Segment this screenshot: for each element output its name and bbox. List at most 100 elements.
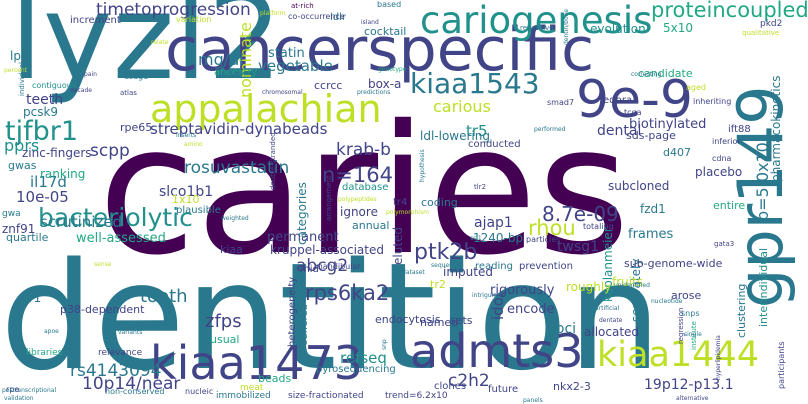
word-proteincoupled: proteincoupled [651,0,808,22]
word-island: island [361,19,379,26]
word-intriguing: intriguing [472,292,501,299]
word-ancestry: ancestry [214,67,258,78]
word-variation: variation [176,15,212,24]
word-ptk2b: ptk2b [414,240,478,265]
word-usage: usage [124,72,149,81]
word-genotype: genotype [378,66,407,73]
word-hyperlipidemia: hyperlipidemia [715,335,722,380]
word-aged: aged [686,83,706,92]
word-unidentified: unidentified [614,282,650,289]
word-based: based [377,0,402,9]
word-conducted: conducted [468,139,521,150]
word-1240-bp: 1240-bp [473,231,524,245]
word-fzd1: fzd1 [640,202,666,216]
word-admts3: admts3 [410,324,584,378]
word-rhou: rhou [528,216,576,240]
word-ift88: ift88 [728,124,751,135]
word-tcga: tcga [624,108,642,117]
word-atlas: atlas [120,89,137,97]
word-gwas: gwas [8,159,37,172]
word-inserts: inserts [176,132,197,139]
word-sets: sets [450,314,473,327]
word-ednra: ednra [603,95,633,106]
word-postranscriptional: postranscriptional [2,387,57,394]
word-tjfbr1: tjfbr1 [5,116,79,147]
word-relevance: relevance [98,348,143,358]
word-coding: coding [421,196,458,209]
word-heterogeneity: heterogeneity [287,276,298,347]
word-frames: frames [628,227,674,242]
word-sequence: sequence [431,262,460,269]
word-chromosomal: chromosomal [262,89,303,96]
word-scrutinized: scrutinized [40,213,123,231]
word-candidate: candidate [638,67,693,80]
word-eluted: eluted [391,226,405,265]
word-prevention: prevention [519,261,573,272]
word-rps6ka2: rps6ka2 [305,281,390,305]
word-10p14-near: 10p14/near [82,374,181,394]
word-allocated: allocated [584,325,640,339]
word-suffered: suffered [299,304,310,345]
word-9e-9: 9e-9 [576,70,693,130]
word-lyzl2: lyzl2 [10,0,283,106]
word-imputed: imputed [443,265,493,279]
word-arrangement: arrangement [325,175,333,221]
word-slco1b1: slco1b1 [159,184,214,200]
word-10e-05: 10e-05 [16,188,69,206]
word-appalachian: appalachian [150,87,382,131]
word-evolution: evolution [590,22,646,36]
word-artificial: artificial [595,305,620,312]
word-streptavidin-dynabeads: streptavidin-dynabeads [150,120,328,138]
word-rpe65: rpe65 [120,121,153,134]
word-decade: decade [70,87,92,94]
word-quartile: quartile [6,231,49,244]
word-clustering: clustering [735,283,748,338]
word-immobilized: immobilized [216,391,271,401]
word-polymorphism: polymorphism [386,209,429,216]
word-biotinylated: biotinylated [629,117,707,132]
word-tr2: tr2 [430,278,446,291]
word-ranking: ranking [40,167,86,181]
word-endocytosis: endocytosis [375,313,441,326]
word-p38-dependent: p38-dependent [60,303,145,316]
word-c2h2: c2h2 [448,371,490,391]
word-well-assessed: well-assessed [76,231,166,246]
word-caries: caries [98,87,630,294]
word-double-stranded: double-stranded [269,132,277,190]
word-performed: performed [534,126,566,133]
word-nkx2-3: nkx2-3 [553,380,591,393]
word-validation: validation [4,395,34,402]
word-ajap1: ajap1 [474,215,513,231]
word-rs4143094: rs4143094 [70,361,162,381]
word-abcg2: abcg2 [296,256,349,276]
word-platform: platform [260,10,286,17]
word-pharmacokinetics: pharmacokinetics [769,75,783,182]
word-entire: entire [713,199,746,212]
word-nucleic: nucleic [185,387,214,396]
word-kruppel-associated: kruppel-associated [270,243,384,257]
word-vegetable: vegetable [258,57,333,75]
word-il17d: il17d [30,173,67,191]
word-19p12-p13-1: 19p12-p13.1 [644,377,734,393]
word-znf91: znf91 [2,222,36,236]
word-mandibular: mandibular [315,262,361,271]
word-bacteriolytic: bacteriolytic [38,203,193,232]
word-d407: d407 [663,146,691,159]
word-correcting: correcting [631,71,662,78]
word-tr5: tr5 [466,122,488,140]
word-inferior: inferior [712,137,741,146]
word-pcsk9: pcsk9 [23,105,59,119]
word-smad7: smad7 [547,98,575,107]
word-beads: beads [258,372,292,385]
word-kiaa1473: kiaa1473 [150,336,363,390]
word-particles: particles [526,235,561,244]
word-repetitive: repetitive [520,24,554,32]
word-panels: panels [523,397,543,404]
word-pyrosequencing: pyrosequencing [316,364,396,375]
word-permanent: permanent [267,230,339,245]
word-sds-page: sds-page [626,129,676,142]
word-sense: sense [94,261,112,268]
word-zfps: zfps [205,311,242,332]
word-tr1: tr1 [24,291,42,305]
word-variants: variants [118,329,143,336]
